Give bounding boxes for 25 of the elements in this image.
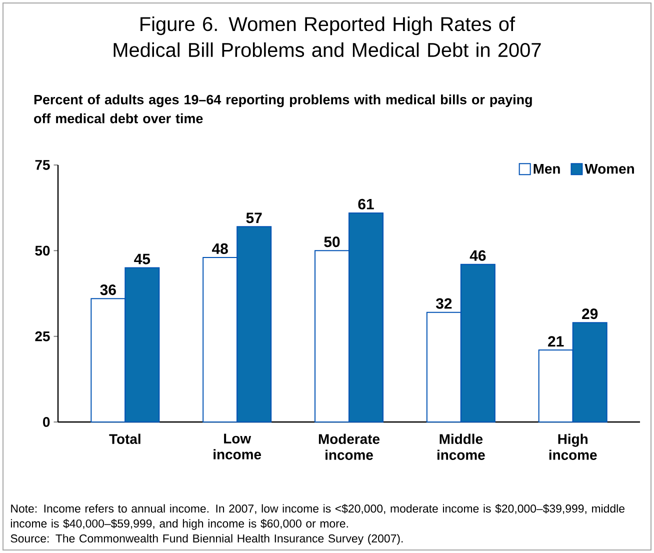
y-tick-label: 25 <box>35 331 50 342</box>
chart-title: Figure 6. Women Reported High Rates of Medical Bill Problems and Medical Debt in 2007 <box>114 16 541 58</box>
x-tick-label: High income <box>549 434 597 460</box>
data-label: 48 <box>212 243 228 254</box>
x-tick-label: Total <box>109 434 140 444</box>
data-label: 32 <box>436 298 452 309</box>
x-tick-label: Moderate income <box>318 434 380 460</box>
text: Note: Income refers to annual income. In 2007, low income is <$20,000, moderate income is $20,000–$39,999, middle income is $40,000–$59,999, and high income is $60,000 or more. <box>10 504 624 530</box>
data-label: 61 <box>358 198 374 210</box>
data-label: 45 <box>134 254 150 264</box>
x-tick-label: Middle income <box>437 434 485 460</box>
data-label: 50 <box>324 236 340 248</box>
legend-label: Men <box>534 164 560 174</box>
y-tick-label: 0 <box>43 417 50 427</box>
data-label: 29 <box>582 308 598 320</box>
data-label: 36 <box>100 284 116 296</box>
data-label: 57 <box>246 212 262 224</box>
x-tick-label: Low income <box>214 434 262 460</box>
data-label: 46 <box>470 250 486 261</box>
legend-label: Women <box>584 164 634 174</box>
y-tick-label: 50 <box>35 246 50 256</box>
source-note: Source: The Commonwealth Fund Biennial Health Insurance Survey (2007). <box>10 534 403 545</box>
chart-subtitle: Percent of adults ages 19–64 reporting problems with medical bills or paying off medical debt over time <box>34 94 532 124</box>
y-tick-label: 75 <box>35 160 50 170</box>
data-label: 21 <box>548 336 564 347</box>
